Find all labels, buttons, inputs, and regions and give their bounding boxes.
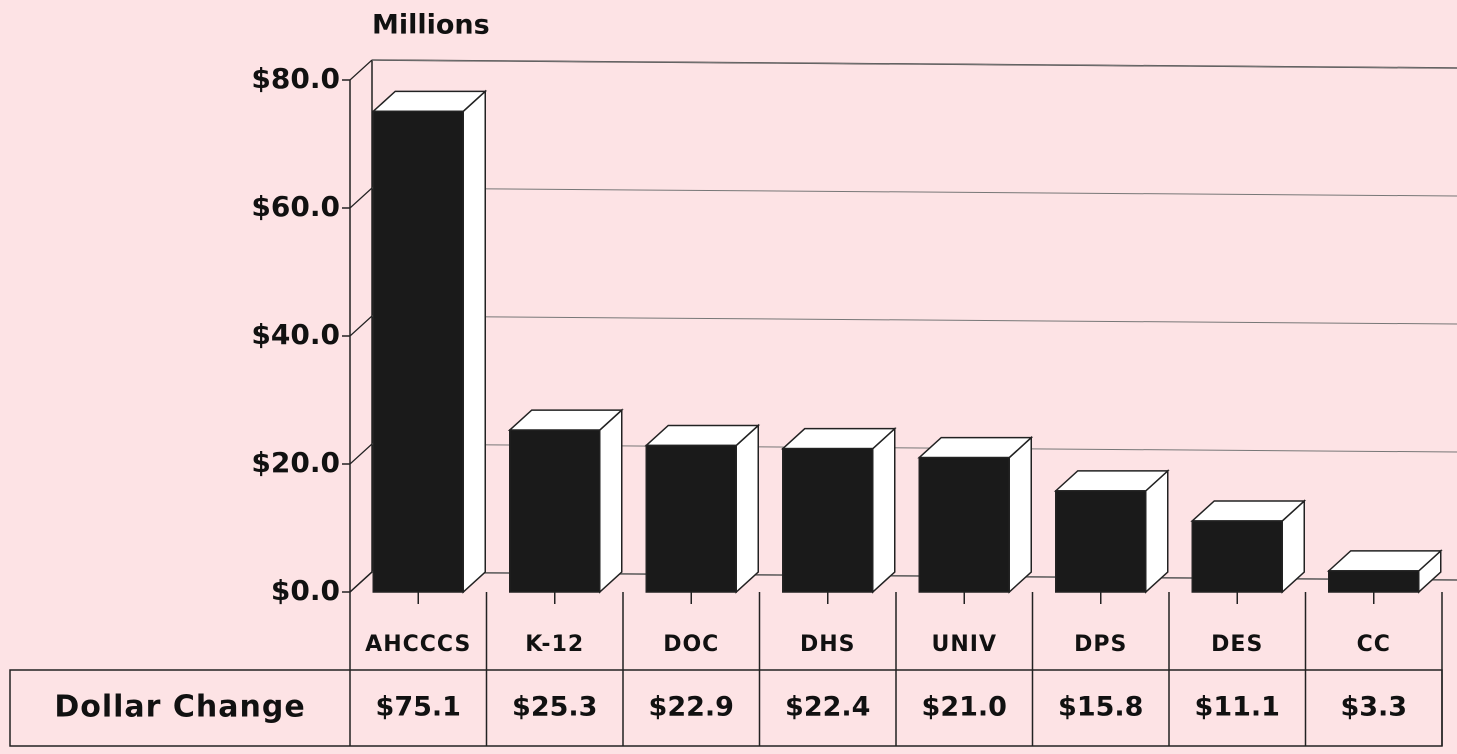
x-tick-label: K-12 [525, 632, 584, 657]
bar [1055, 490, 1147, 593]
x-tick-label: DES [1211, 632, 1263, 657]
x-tick-label: DPS [1074, 632, 1127, 657]
grid-diagonal [349, 443, 373, 465]
y-tick-label: $0.0 [271, 574, 340, 607]
y-axis-label: Millions [372, 10, 490, 41]
x-tick-label: DHS [800, 632, 856, 657]
grid-line [371, 187, 1457, 197]
table-value: $3.3 [1340, 692, 1407, 723]
table-value: $22.9 [649, 692, 734, 723]
y-tick-label: $80.0 [251, 62, 340, 95]
bar-side [599, 408, 623, 594]
bar-side [1145, 469, 1169, 594]
x-tick-label: AHCCCS [365, 632, 471, 657]
x-tick-label: CC [1357, 632, 1391, 657]
bar-side [872, 426, 896, 594]
bar [1191, 520, 1283, 593]
bar [509, 429, 601, 593]
bar-side [1008, 435, 1032, 594]
y-tick-label: $20.0 [251, 446, 340, 479]
grid-line [371, 59, 1457, 69]
table-value: $21.0 [922, 692, 1007, 723]
table-value: $11.1 [1195, 692, 1280, 723]
grid-line [371, 315, 1457, 325]
grid-diagonal [349, 187, 373, 209]
grid-diagonal [349, 315, 373, 337]
bar [645, 444, 737, 593]
table-value: $15.8 [1058, 692, 1143, 723]
bar-side [462, 89, 486, 594]
y-tick-label: $60.0 [251, 190, 340, 223]
bar [918, 456, 1010, 593]
bar [372, 110, 464, 593]
y-tick-label: $40.0 [251, 318, 340, 351]
x-tick-label: DOC [663, 632, 719, 657]
bar [1328, 570, 1420, 593]
grid-diagonal [349, 571, 373, 593]
bar-side [735, 423, 759, 594]
table-value: $22.4 [785, 692, 870, 723]
table-value: $25.3 [512, 692, 597, 723]
grid-diagonal [349, 59, 373, 81]
x-tick-label: UNIV [932, 632, 998, 657]
table-row-label: Dollar Change [54, 690, 305, 725]
table-value: $75.1 [376, 692, 461, 723]
bar [782, 447, 874, 593]
